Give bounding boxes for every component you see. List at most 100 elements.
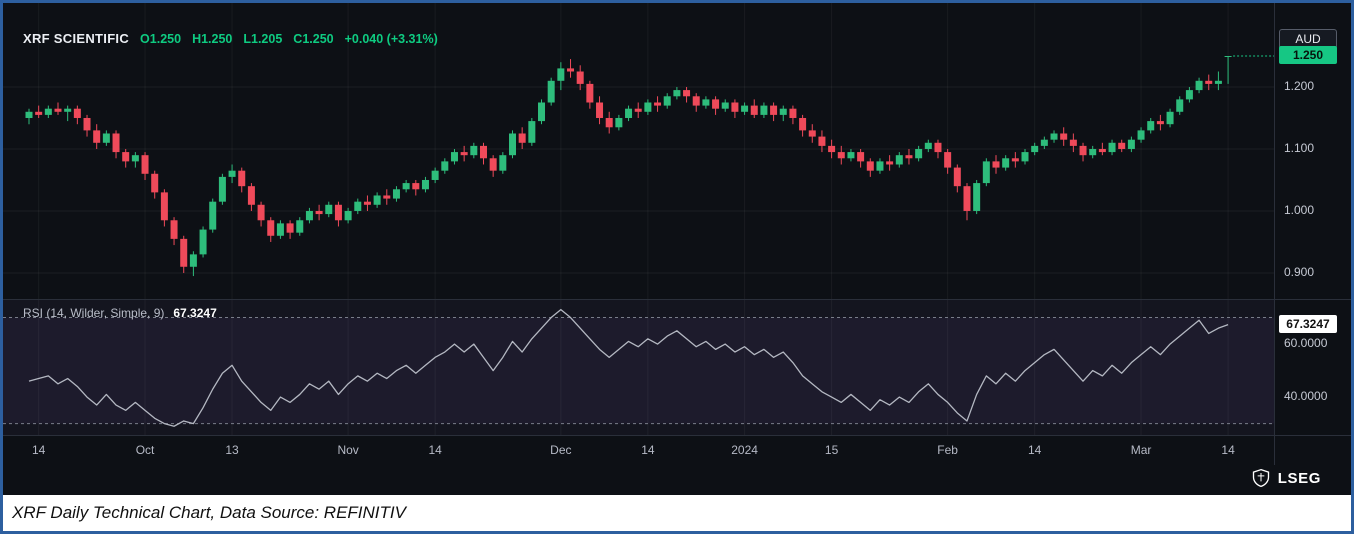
lseg-logo: LSEG (1251, 468, 1321, 488)
candle (557, 68, 565, 81)
candle (847, 152, 855, 159)
rsi-axis-label: 60.0000 (1284, 336, 1328, 351)
caption-text: XRF Daily Technical Chart, Data Source: … (12, 503, 406, 522)
time-tick-label: 14 (31, 443, 46, 457)
candle (857, 152, 865, 162)
lseg-crest-icon (1252, 468, 1269, 488)
candle (518, 133, 526, 143)
candle (73, 108, 81, 118)
candle (54, 108, 62, 112)
time-axis[interactable]: 14 Oct 13 Nov 14 Dec 14 2024 15 Feb 14 Mar 14 (3, 435, 1274, 465)
candle (450, 152, 458, 162)
candle (1098, 148, 1106, 153)
candle (102, 133, 110, 143)
candle (760, 105, 768, 115)
candle (1050, 133, 1058, 140)
candle (692, 96, 700, 106)
candle (392, 189, 400, 199)
chart-canvas[interactable] (3, 3, 1351, 495)
candle (286, 223, 294, 233)
candle (131, 155, 139, 162)
candle (1069, 139, 1077, 146)
time-tick-label: Mar (1130, 443, 1152, 457)
candle (402, 183, 410, 190)
change-value: +0.040 (+3.31%) (344, 32, 438, 46)
candle (1011, 158, 1019, 162)
candle (499, 155, 507, 171)
candle (528, 121, 536, 143)
candle (567, 68, 575, 72)
candle (538, 102, 546, 122)
candle (354, 201, 362, 211)
rsi-pane-bg (3, 299, 1274, 435)
candle (489, 158, 497, 171)
candle (276, 223, 284, 236)
lseg-logo-text: LSEG (1277, 469, 1321, 487)
candle (363, 201, 371, 205)
candles-group (25, 56, 1232, 277)
candle (1205, 80, 1213, 84)
price-legend: XRF SCIENTIFIC O1.250 H1.250 L1.205 C1.2… (23, 31, 438, 46)
candle (547, 80, 555, 103)
candle (866, 161, 874, 171)
candle (1156, 121, 1164, 125)
candle (605, 117, 613, 128)
candle (509, 133, 516, 156)
time-tick-label: 14 (641, 443, 655, 457)
candle (586, 83, 594, 103)
candle (1060, 133, 1068, 140)
candle (886, 161, 894, 165)
rsi-indicator-value: 67.3247 (173, 306, 217, 320)
candle (1031, 145, 1039, 153)
candle (1137, 130, 1145, 140)
candle (702, 99, 710, 106)
candle (1089, 148, 1097, 156)
candle (953, 167, 961, 187)
time-tick-label: 14 (1027, 443, 1042, 457)
candle (915, 148, 923, 159)
candle (992, 161, 1000, 168)
candle (828, 145, 836, 153)
price-axis-label: 1.000 (1284, 202, 1315, 217)
candle (1185, 90, 1193, 100)
candle (799, 117, 807, 131)
candle (1118, 142, 1126, 149)
candle (721, 102, 729, 109)
candle (1147, 121, 1155, 131)
candle (218, 176, 226, 202)
candle (973, 183, 981, 211)
candle (895, 155, 903, 165)
candle (431, 170, 439, 180)
candle (412, 183, 420, 190)
candle (944, 152, 952, 168)
caption-bar: XRF Daily Technical Chart, Data Source: … (3, 495, 1351, 531)
candle (663, 96, 671, 106)
candle (654, 102, 662, 106)
rsi-band (3, 317, 1274, 424)
rsi-indicator-name: RSI (14, Wilder, Simple, 9) (23, 306, 165, 320)
candle (1108, 142, 1116, 153)
candle (683, 90, 691, 97)
candle (334, 204, 342, 221)
candle (373, 195, 381, 205)
high-value: H1.250 (192, 32, 233, 46)
rsi-axis-label: 40.0000 (1284, 389, 1328, 404)
candle (122, 152, 130, 162)
candle (209, 201, 217, 230)
candle (141, 155, 149, 174)
technical-chart-panel: XRF SCIENTIFIC O1.250 H1.250 L1.205 C1.2… (3, 3, 1351, 495)
rsi-value-badge: 67.3247 (1279, 314, 1337, 333)
candle (1195, 80, 1203, 91)
time-tick-label: Feb (937, 443, 958, 457)
candle (779, 108, 787, 115)
candle (44, 108, 52, 115)
candle (83, 117, 91, 131)
last-price-badge: 1.250 (1279, 46, 1337, 64)
candle (315, 210, 323, 215)
candle (837, 152, 845, 159)
candle (576, 71, 584, 84)
candle (615, 117, 623, 128)
time-tick-label: 13 (225, 443, 239, 457)
candle (808, 130, 816, 137)
candle (712, 99, 720, 109)
